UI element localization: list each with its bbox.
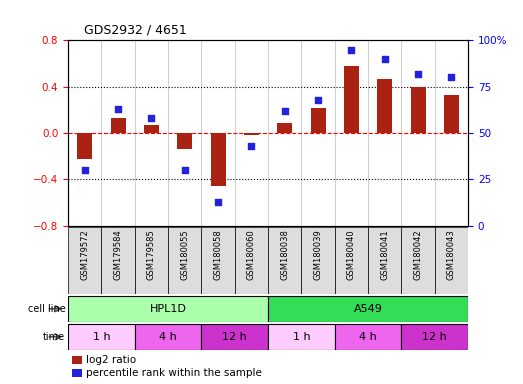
Bar: [444, 95, 459, 133]
Bar: [135, 227, 168, 294]
Bar: [168, 227, 201, 294]
Text: 4 h: 4 h: [159, 332, 177, 342]
Text: 12 h: 12 h: [222, 332, 247, 342]
Bar: [77, 133, 92, 159]
Text: GSM180042: GSM180042: [414, 229, 423, 280]
Bar: [68, 227, 101, 294]
Bar: [235, 227, 268, 294]
Text: GSM179584: GSM179584: [113, 229, 122, 280]
Bar: [344, 66, 359, 133]
Bar: [101, 227, 135, 294]
Bar: [268, 227, 301, 294]
Bar: [201, 227, 235, 294]
Text: cell line: cell line: [28, 304, 65, 314]
Bar: [268, 296, 468, 322]
Bar: [68, 324, 135, 350]
Bar: [377, 79, 392, 133]
Text: log2 ratio: log2 ratio: [86, 355, 136, 365]
Text: GSM180038: GSM180038: [280, 229, 289, 280]
Text: time: time: [43, 332, 65, 342]
Bar: [402, 324, 468, 350]
Bar: [268, 324, 335, 350]
Text: 1 h: 1 h: [292, 332, 310, 342]
Text: HPL1D: HPL1D: [150, 304, 187, 314]
Bar: [135, 324, 201, 350]
Text: GSM179585: GSM179585: [147, 229, 156, 280]
Bar: [110, 118, 126, 133]
Point: [81, 167, 89, 173]
Bar: [72, 369, 82, 377]
Bar: [201, 324, 268, 350]
Text: 12 h: 12 h: [423, 332, 447, 342]
Text: GSM179572: GSM179572: [80, 229, 89, 280]
Bar: [301, 227, 335, 294]
Bar: [72, 356, 82, 364]
Text: GSM180039: GSM180039: [314, 229, 323, 280]
Text: GSM180040: GSM180040: [347, 229, 356, 280]
Text: GSM180055: GSM180055: [180, 229, 189, 280]
Point: [314, 97, 322, 103]
Point: [447, 74, 456, 81]
Point: [147, 115, 155, 121]
Bar: [244, 133, 259, 136]
Bar: [144, 125, 159, 133]
Bar: [211, 133, 225, 186]
Bar: [311, 108, 325, 133]
Point: [247, 143, 256, 149]
Bar: [335, 227, 368, 294]
Bar: [335, 324, 402, 350]
Text: percentile rank within the sample: percentile rank within the sample: [86, 368, 262, 378]
Point: [280, 108, 289, 114]
Text: GSM180058: GSM180058: [213, 229, 222, 280]
Point: [381, 56, 389, 62]
Text: GDS2932 / 4651: GDS2932 / 4651: [84, 23, 186, 36]
Text: GSM180041: GSM180041: [380, 229, 389, 280]
Text: GSM180043: GSM180043: [447, 229, 456, 280]
Bar: [435, 227, 468, 294]
Bar: [177, 133, 192, 149]
Bar: [402, 227, 435, 294]
Point: [114, 106, 122, 112]
Bar: [277, 122, 292, 133]
Point: [214, 199, 222, 205]
Point: [414, 71, 422, 77]
Bar: [411, 87, 426, 133]
Text: GSM180060: GSM180060: [247, 229, 256, 280]
Text: 1 h: 1 h: [93, 332, 110, 342]
Point: [180, 167, 189, 173]
Bar: [68, 296, 268, 322]
Text: 4 h: 4 h: [359, 332, 377, 342]
Bar: [368, 227, 402, 294]
Point: [347, 46, 356, 53]
Text: A549: A549: [354, 304, 382, 314]
